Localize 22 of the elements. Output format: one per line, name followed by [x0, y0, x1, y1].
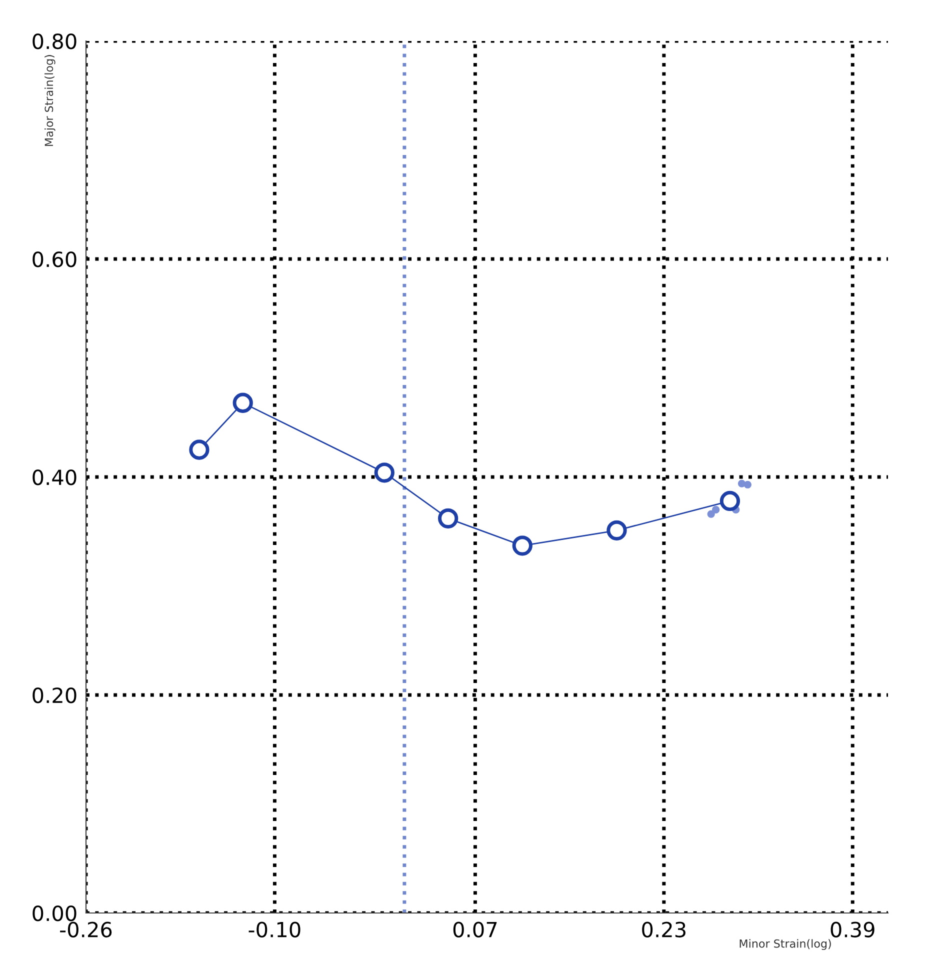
y-tick-label: 0.40	[32, 469, 76, 486]
point	[189, 440, 210, 460]
x-tick-label: -0.26	[60, 922, 112, 938]
x-axis-title: Minor Strain(log)	[740, 939, 831, 950]
point	[374, 462, 394, 483]
point	[744, 480, 752, 488]
x-tick-label: -0.10	[248, 922, 300, 938]
point	[720, 490, 740, 512]
point	[712, 506, 720, 514]
point	[707, 510, 715, 518]
y-tick-label: 0.20	[32, 687, 76, 704]
point	[606, 520, 627, 540]
point	[232, 392, 253, 413]
x-tick-label: 0.39	[830, 922, 874, 938]
y-tick-label: 0.80	[32, 33, 76, 50]
y-tick-label: 0.00	[32, 905, 76, 922]
x-tick-label: 0.07	[453, 922, 497, 938]
x-tick-label: 0.23	[642, 922, 686, 938]
point	[512, 536, 532, 556]
y-axis-title: Major Strain(log)	[44, 55, 56, 146]
point	[438, 508, 458, 528]
y-tick-label: 0.60	[32, 251, 76, 268]
